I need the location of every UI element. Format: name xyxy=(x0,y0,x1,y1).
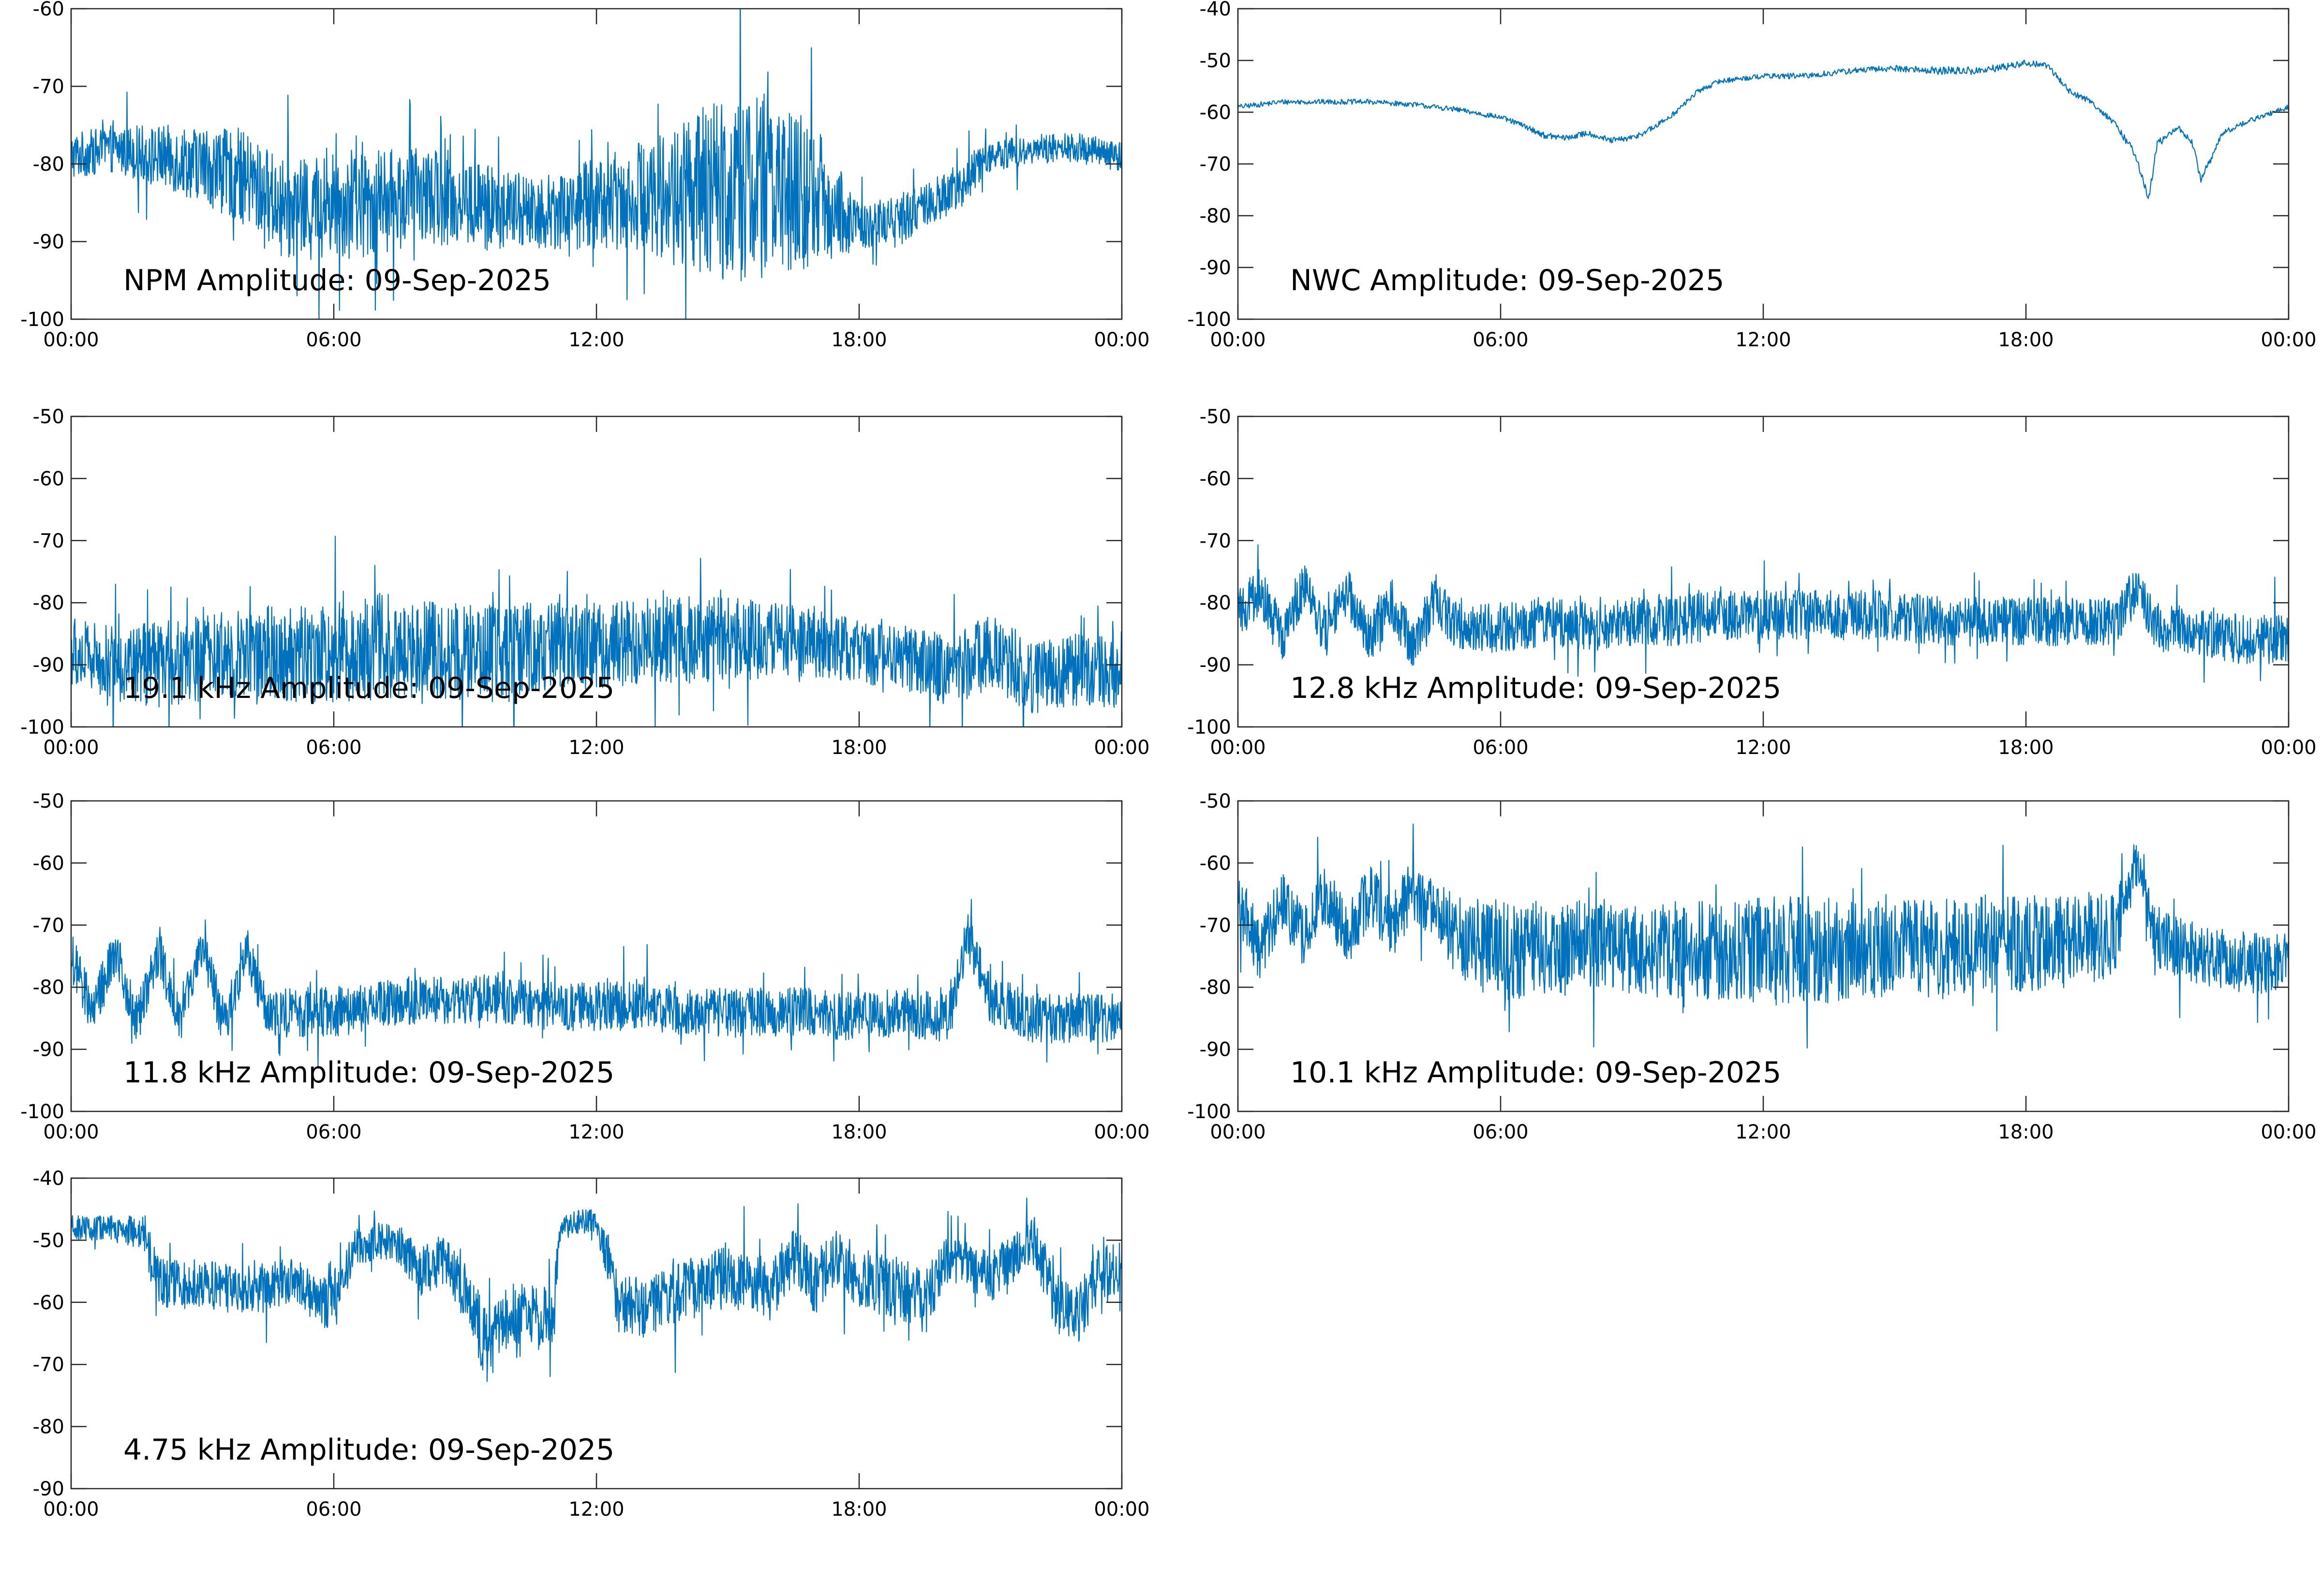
y-tick-label: -90 xyxy=(1200,654,1231,677)
x-tick-label: 12:00 xyxy=(1735,737,1791,759)
y-tick-label: -80 xyxy=(1200,592,1231,614)
y-tick-label: -100 xyxy=(1187,1101,1231,1123)
x-tick-label: 06:00 xyxy=(1473,1121,1528,1143)
x-tick-label: 00:00 xyxy=(2261,329,2316,351)
y-tick-label: -40 xyxy=(33,1167,64,1190)
x-tick-label: 06:00 xyxy=(1473,737,1528,759)
y-tick-label: -50 xyxy=(1200,790,1231,813)
x-tick-label: 00:00 xyxy=(43,1121,99,1143)
y-tick-label: -100 xyxy=(1187,309,1231,331)
y-tick-label: -60 xyxy=(1200,102,1231,124)
x-tick-label: 00:00 xyxy=(1094,1498,1149,1521)
x-tick-label: 18:00 xyxy=(1998,1121,2054,1143)
x-tick-label: 18:00 xyxy=(831,329,887,351)
panel-title: 12.8 kHz Amplitude: 09-Sep-2025 xyxy=(1290,671,1781,705)
y-tick-label: -60 xyxy=(1200,852,1231,874)
amplitude-trace xyxy=(1238,823,2289,1049)
y-tick-label: -100 xyxy=(1187,716,1231,739)
y-tick-label: -50 xyxy=(1200,50,1231,72)
panel-title: NWC Amplitude: 09-Sep-2025 xyxy=(1290,264,1724,297)
y-tick-label: -70 xyxy=(1200,915,1231,937)
y-tick-label: -70 xyxy=(33,530,64,552)
y-tick-label: -80 xyxy=(1200,976,1231,999)
y-tick-label: -90 xyxy=(33,1039,64,1061)
amplitude-trace xyxy=(71,1197,1122,1382)
panel-title: 4.75 kHz Amplitude: 09-Sep-2025 xyxy=(123,1433,614,1467)
y-tick-label: -70 xyxy=(33,1354,64,1376)
y-tick-label: -70 xyxy=(1200,153,1231,176)
panel-3: 00:00 06:00 12:00 18:00 00:00-100-90-80-70-6… xyxy=(20,406,1149,759)
amplitude-trace xyxy=(71,899,1122,1069)
y-tick-label: -90 xyxy=(1200,1039,1231,1061)
y-tick-label: -90 xyxy=(33,654,64,677)
y-tick-label: -50 xyxy=(1200,406,1231,428)
x-tick-label: 00:00 xyxy=(1094,1121,1149,1143)
x-tick-label: 00:00 xyxy=(1094,329,1149,351)
panel-1: 00:00 06:00 12:00 18:00 00:00-100-90-80-70-6… xyxy=(20,0,1149,351)
x-tick-label: 18:00 xyxy=(1998,329,2054,351)
panel-5: 00:00 06:00 12:00 18:00 00:00-100-90-80-70-6… xyxy=(20,790,1149,1143)
y-tick-label: -90 xyxy=(33,1478,64,1500)
panel-title: NPM Amplitude: 09-Sep-2025 xyxy=(123,264,551,297)
x-tick-label: 00:00 xyxy=(43,329,99,351)
y-tick-label: -60 xyxy=(33,0,64,20)
panel-6: 00:00 06:00 12:00 18:00 00:00-100-90-80-70-6… xyxy=(1187,790,2316,1143)
y-tick-label: -40 xyxy=(1200,0,1231,20)
panel-title: 11.8 kHz Amplitude: 09-Sep-2025 xyxy=(123,1056,614,1090)
x-tick-label: 18:00 xyxy=(831,1498,887,1521)
panel-2: 00:00 06:00 12:00 18:00 00:00-100-90-80-70-6… xyxy=(1187,0,2316,351)
y-tick-label: -80 xyxy=(33,592,64,614)
y-tick-label: -70 xyxy=(33,76,64,98)
y-tick-label: -60 xyxy=(1200,468,1231,490)
x-tick-label: 00:00 xyxy=(1094,737,1149,759)
x-tick-label: 00:00 xyxy=(1210,329,1265,351)
y-tick-label: -60 xyxy=(33,468,64,490)
y-tick-label: -70 xyxy=(33,915,64,937)
x-tick-label: 18:00 xyxy=(831,737,887,759)
y-tick-label: -70 xyxy=(1200,530,1231,552)
panel-7: 00:00 06:00 12:00 18:00 00:00-90-80-70-60-50… xyxy=(33,1167,1150,1521)
x-tick-label: 06:00 xyxy=(1473,329,1528,351)
panel-4: 00:00 06:00 12:00 18:00 00:00-100-90-80-70-6… xyxy=(1187,406,2316,759)
panel-title: 10.1 kHz Amplitude: 09-Sep-2025 xyxy=(1290,1056,1781,1090)
x-tick-label: 06:00 xyxy=(306,329,361,351)
y-tick-label: -80 xyxy=(33,153,64,176)
amplitude-trace xyxy=(71,9,1122,319)
x-tick-label: 12:00 xyxy=(1735,329,1791,351)
x-tick-label: 06:00 xyxy=(306,1121,361,1143)
y-tick-label: -80 xyxy=(33,976,64,999)
y-tick-label: -100 xyxy=(20,1101,64,1123)
y-tick-label: -50 xyxy=(33,406,64,428)
x-tick-label: 12:00 xyxy=(568,737,624,759)
panel-title: 19.1 kHz Amplitude: 09-Sep-2025 xyxy=(123,671,614,705)
amplitude-trace xyxy=(71,535,1122,727)
y-tick-label: -80 xyxy=(33,1416,64,1438)
y-tick-label: -50 xyxy=(33,1229,64,1252)
x-tick-label: 00:00 xyxy=(1210,737,1265,759)
x-tick-label: 06:00 xyxy=(306,1498,361,1521)
y-tick-label: -60 xyxy=(33,1292,64,1314)
x-tick-label: 12:00 xyxy=(568,329,624,351)
x-tick-label: 00:00 xyxy=(43,737,99,759)
y-tick-label: -90 xyxy=(33,231,64,253)
x-tick-label: 00:00 xyxy=(2261,1121,2316,1143)
amplitude-trace xyxy=(1238,59,2289,199)
x-tick-label: 12:00 xyxy=(568,1498,624,1521)
x-tick-label: 00:00 xyxy=(2261,737,2316,759)
amplitude-trace xyxy=(1238,544,2289,683)
y-tick-label: -50 xyxy=(33,790,64,813)
x-tick-label: 00:00 xyxy=(1210,1121,1265,1143)
x-tick-label: 12:00 xyxy=(568,1121,624,1143)
x-tick-label: 12:00 xyxy=(1735,1121,1791,1143)
x-tick-label: 18:00 xyxy=(831,1121,887,1143)
y-tick-label: -90 xyxy=(1200,257,1231,279)
y-tick-label: -100 xyxy=(20,716,64,739)
x-tick-label: 06:00 xyxy=(306,737,361,759)
y-tick-label: -60 xyxy=(33,852,64,874)
y-tick-label: -80 xyxy=(1200,205,1231,227)
x-tick-label: 18:00 xyxy=(1998,737,2054,759)
y-tick-label: -100 xyxy=(20,309,64,331)
x-tick-label: 00:00 xyxy=(43,1498,99,1521)
